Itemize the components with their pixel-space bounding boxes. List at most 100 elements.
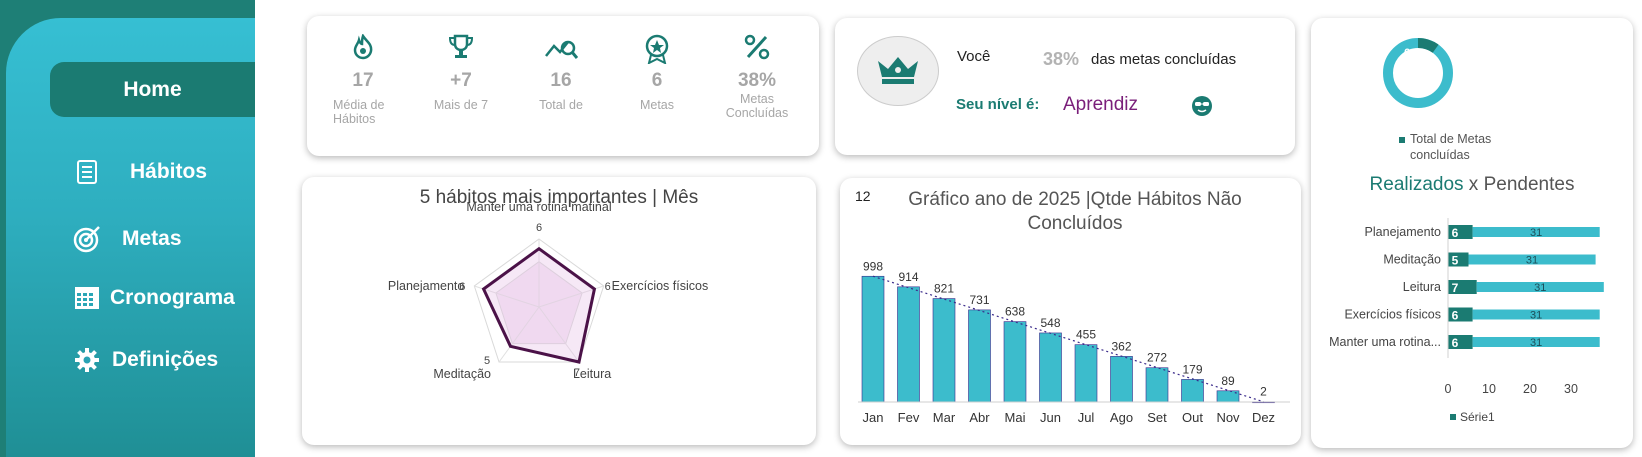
radar-axis-label: Exercícios físicos (612, 279, 709, 293)
stat-value: 17 (352, 70, 374, 91)
donut-value-label: 6 (1404, 47, 1410, 59)
column-bar (932, 298, 956, 403)
column-category-label: Set (1147, 410, 1167, 425)
column-value-label: 914 (898, 270, 918, 284)
nav-metas-label: Metas (122, 227, 182, 250)
column-bar (968, 309, 991, 403)
column-category-label: Out (1182, 410, 1203, 425)
hbar-bar-realizados (1448, 280, 1477, 294)
donut-chart: 6 (1383, 38, 1453, 143)
crown-badge (857, 36, 939, 106)
hbar-bar-pendentes (1472, 337, 1600, 347)
voce-label: Você (957, 48, 991, 65)
nav-habitos[interactable]: Hábitos (70, 157, 207, 187)
column-trendline (872, 275, 1264, 403)
column-bar (1003, 321, 1027, 403)
column-value-label: 638 (1005, 305, 1025, 319)
stat-label: Metas (639, 98, 675, 112)
nav-definicoes-label: Definições (112, 348, 219, 371)
bars-title-realizados: Realizados (1369, 174, 1464, 195)
medal-icon (617, 34, 697, 64)
radar-spoke (498, 306, 540, 363)
column-bar (1039, 332, 1062, 403)
nav-cronograma[interactable]: Cronograma (70, 283, 235, 313)
nivel-value: Aprendiz (1063, 94, 1138, 115)
hbar-bar-pendentes (1472, 309, 1600, 320)
goals-card: 6 Total de Metas concluídas Realizados x… (1311, 18, 1633, 448)
column-category-label: Jul (1078, 410, 1095, 425)
stat-label: Média de Hábitos (333, 98, 385, 126)
sidebar: Home Hábitos Metas Cronograma Definições (0, 0, 255, 457)
stat-value: 38% (737, 70, 777, 91)
nav-habitos-label: Hábitos (130, 160, 208, 183)
column-bar (1074, 344, 1098, 403)
stat-value: +7 (450, 70, 472, 91)
radar-value-label: 6 (536, 222, 542, 234)
stat-label: Metas Concluídas (725, 92, 789, 120)
column-value-label: 731 (969, 293, 989, 307)
nivel-label: Seu nível é: (956, 96, 1040, 113)
year-chart-title: Gráfico ano de 2025 |Qtde Hábitos Não Co… (908, 189, 1242, 234)
stat-media-habitos: 17 Média de Hábitos (323, 16, 403, 126)
hbar-value-label: 5 (1452, 254, 1459, 268)
hbar-value-label: 6 (1452, 226, 1459, 240)
trophy-icon (421, 34, 501, 64)
stat-label: Total de (539, 98, 583, 112)
year-column-chart: 998 Jan 914 Fev 821 Mar 731 Abr 638 Mai 548 Jun 455 J… (858, 259, 1290, 425)
gear-icon (70, 345, 104, 375)
hbar-legend-swatch (1450, 414, 1456, 420)
radar-axis-label: Leitura (573, 367, 611, 381)
nav-home-button[interactable]: Home (50, 62, 255, 117)
column-value-label: 272 (1147, 351, 1167, 365)
percent-icon (717, 34, 797, 64)
radar-value-label: 5 (484, 355, 490, 367)
column-category-label: Ago (1110, 410, 1133, 425)
column-value-label: 362 (1111, 339, 1131, 353)
column-category-label: Mar (933, 410, 956, 425)
radar-series (481, 246, 597, 364)
calendar-icon (70, 283, 104, 313)
percent-value: 38% (1043, 49, 1080, 69)
percent-text: das metas concluídas (1091, 51, 1237, 68)
trend-search-icon (521, 34, 601, 64)
hbar-value-label: 31 (1530, 337, 1542, 349)
column-value-label: 821 (934, 282, 954, 296)
column-category-label: Abr (969, 410, 990, 425)
hbar-category-label: Leitura (1403, 280, 1441, 294)
donut-completed-arc (1417, 38, 1439, 53)
radar-value-label: 7 (574, 367, 580, 379)
hbar-category-label: Planejamento (1365, 225, 1441, 239)
sunglasses-emoji-icon (1191, 95, 1213, 122)
hbar-value-label: 31 (1526, 255, 1538, 267)
year-chart-corner-label: 12 (855, 188, 871, 204)
column-value-label: 179 (1182, 362, 1202, 376)
stat-value: 16 (550, 70, 572, 91)
hbar-value-label: 6 (1452, 309, 1459, 323)
hbar-bar-realizados (1448, 335, 1473, 349)
nav-metas[interactable]: Metas (70, 224, 182, 254)
column-category-label: Nov (1216, 410, 1240, 425)
hbar-legend-label: Série1 (1460, 410, 1495, 424)
level-card: Você 38% das metas concluídas Seu nível … (835, 18, 1295, 155)
radar-axis-label: Meditação (433, 367, 491, 381)
radar-axis-label: Planejamento (388, 279, 464, 293)
stats-card: 17 Média de Hábitos +7 Mais de 7 16 Tota… (307, 16, 819, 156)
radar-card: 5 hábitos mais importantes | Mês Manter … (302, 177, 816, 445)
hbar-bar-realizados (1448, 252, 1469, 267)
bars-title-pendentes: x Pendentes (1463, 174, 1575, 195)
radar-grid-ring (473, 238, 605, 363)
column-category-label: Jan (863, 410, 884, 425)
column-bar (1110, 356, 1133, 403)
hbar-value-label: 31 (1530, 227, 1542, 239)
hbar-value-label: 6 (1452, 336, 1459, 350)
donut-track (1383, 38, 1453, 108)
nav-definicoes[interactable]: Definições (70, 345, 218, 375)
radar-axis-label: Manter uma rotina matinal (466, 200, 611, 214)
column-value-label: 455 (1076, 328, 1096, 342)
bars-title: Realizados x Pendentes (1311, 174, 1633, 196)
radar-value-label: 6 (459, 281, 465, 293)
column-category-label: Jun (1040, 410, 1061, 425)
column-category-label: Fev (898, 410, 920, 425)
radar-title: 5 hábitos mais importantes | Mês (419, 187, 699, 208)
checklist-icon (70, 157, 104, 187)
